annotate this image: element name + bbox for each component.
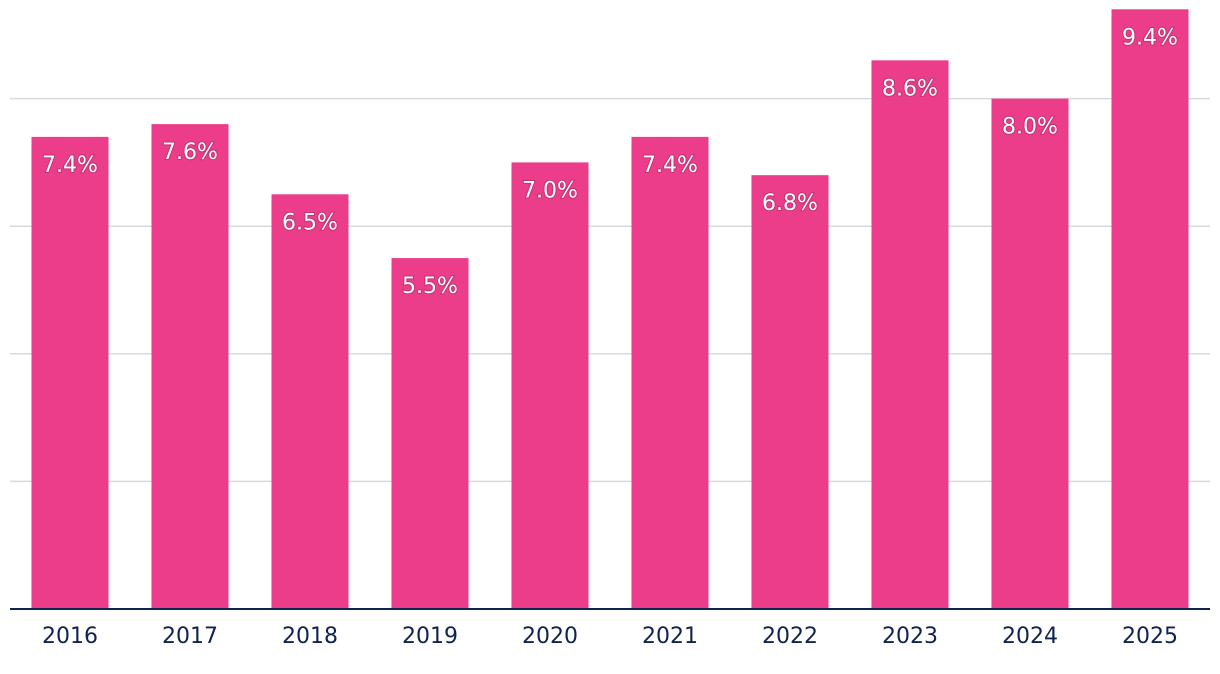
x-tick-label-2019: 2019 <box>402 624 458 649</box>
x-tick-label-2016: 2016 <box>42 624 98 649</box>
data-label-2017: 7.6% <box>162 140 218 165</box>
bar-2017 <box>151 124 229 610</box>
x-tick-label-2021: 2021 <box>642 624 698 649</box>
x-tick-label-2025: 2025 <box>1122 624 1178 649</box>
x-tick-labels: 2016 2017 2018 2019 2020 2021 2022 2023 2024 2025 <box>42 624 1178 649</box>
data-label-2021: 7.4% <box>642 153 698 178</box>
bar-2023 <box>871 60 949 609</box>
bar-2021 <box>631 136 709 609</box>
data-label-2016: 7.4% <box>42 153 98 178</box>
bar-2024 <box>991 98 1069 609</box>
data-label-2023: 8.6% <box>882 76 938 101</box>
bar-2020 <box>511 162 589 609</box>
x-tick-label-2022: 2022 <box>762 624 818 649</box>
bar-2025 <box>1111 9 1189 609</box>
x-tick-label-2018: 2018 <box>282 624 338 649</box>
bar-2019 <box>391 258 469 609</box>
data-label-2019: 5.5% <box>402 274 458 299</box>
x-tick-label-2020: 2020 <box>522 624 578 649</box>
data-label-2018: 6.5% <box>282 210 338 235</box>
bar-2016 <box>31 136 109 609</box>
data-label-2024: 8.0% <box>1002 115 1058 140</box>
bars <box>31 9 1189 610</box>
bar-2018 <box>271 194 349 610</box>
x-tick-label-2024: 2024 <box>1002 624 1058 649</box>
data-label-2025: 9.4% <box>1122 25 1178 50</box>
data-label-2020: 7.0% <box>522 178 578 203</box>
data-labels: 7.4% 7.6% 6.5% 5.5% 7.0% 7.4% 6.8% 8.6% 8.0% 9.4% <box>41 24 1179 300</box>
bar-2022 <box>751 175 829 609</box>
data-label-2022: 6.8% <box>762 191 818 216</box>
x-tick-label-2023: 2023 <box>882 624 938 649</box>
x-tick-label-2017: 2017 <box>162 624 218 649</box>
